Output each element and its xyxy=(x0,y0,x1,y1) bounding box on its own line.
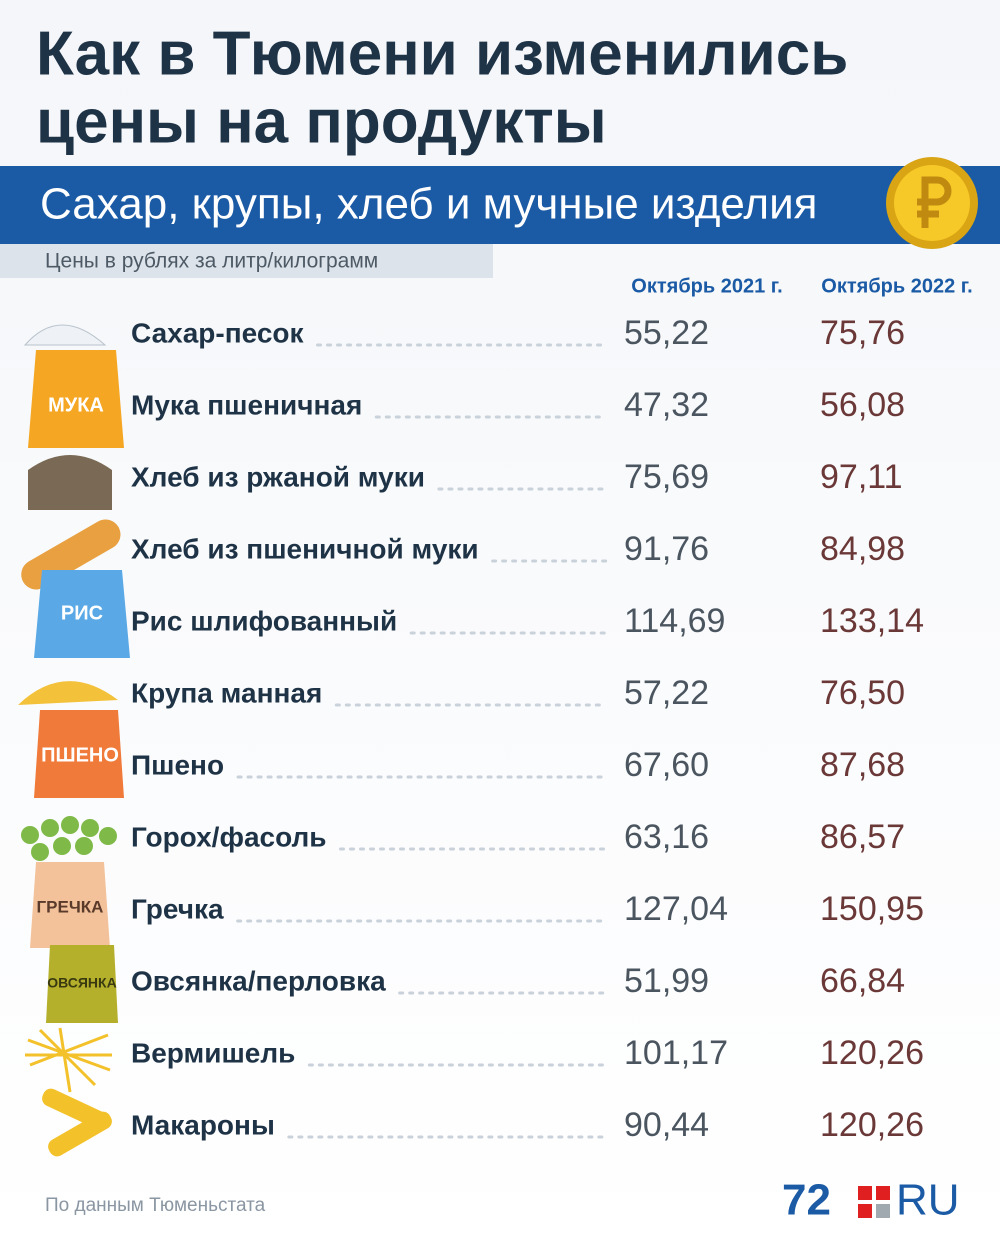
pasta xyxy=(42,1088,112,1157)
column-header: Октябрь 2022 г. xyxy=(821,275,972,297)
bag-label: МУКА xyxy=(48,394,104,416)
oats-bag xyxy=(46,945,118,1023)
price-2021: 90,44 xyxy=(624,1106,709,1144)
price-2022: 97,11 xyxy=(820,458,903,496)
note-band xyxy=(0,244,493,278)
price-2022: 86,57 xyxy=(820,818,905,856)
sugar-pile xyxy=(23,324,107,346)
buckwheat-bag xyxy=(30,862,110,948)
price-2022: 120,26 xyxy=(820,1106,924,1144)
price-2021: 63,16 xyxy=(624,818,709,856)
coin xyxy=(886,157,978,249)
millet-bag xyxy=(34,710,124,798)
price-2022: 133,14 xyxy=(820,602,924,640)
price-2021: 47,32 xyxy=(624,386,709,424)
table: Сахар-песок 55,22 75,76 Мука пшеничная 47,32… xyxy=(131,314,924,1144)
note: Цены в рублях за литр/килограмм xyxy=(45,250,378,273)
price-2022: 56,08 xyxy=(820,386,905,424)
source: По данным Тюменьстата xyxy=(45,1195,266,1216)
price-2022: 84,98 xyxy=(820,530,905,568)
row-name: Крупа манная xyxy=(131,677,322,708)
row-name: Хлеб из ржаной муки xyxy=(131,461,425,492)
price-2022: 66,84 xyxy=(820,962,905,1000)
logo-number: 72 xyxy=(782,1176,831,1225)
logo-text: RU xyxy=(896,1176,960,1225)
title-line: Как в Тюмени изменились xyxy=(36,19,848,88)
bag-label: ГРЕЧКА xyxy=(37,897,104,916)
title-line: цены на продукты xyxy=(36,87,607,156)
row-name: Сахар-песок xyxy=(131,317,304,348)
flour-bag xyxy=(28,350,124,448)
rye-bread xyxy=(28,455,112,510)
price-2021: 55,22 xyxy=(624,314,709,352)
row-name: Рис шлифованный xyxy=(131,605,397,636)
price-2021: 75,69 xyxy=(624,458,709,496)
price-2021: 67,60 xyxy=(624,746,709,784)
row-name: Мука пшеничная xyxy=(131,389,362,420)
row-name: Макароны xyxy=(131,1109,275,1140)
row-name: Горох/фасоль xyxy=(131,821,327,852)
icons: МУКА РИС ПШЕНО ГРЕЧКА ОВСЯНКА xyxy=(18,324,130,1157)
price-2021: 57,22 xyxy=(624,674,709,712)
subtitle-band xyxy=(0,166,1000,244)
logo-squares xyxy=(858,1186,890,1218)
rice-bag xyxy=(34,570,130,658)
price-2022: 87,68 xyxy=(820,746,905,784)
price-2022: 120,26 xyxy=(820,1034,924,1072)
price-2022: 76,50 xyxy=(820,674,905,712)
price-2021: 127,04 xyxy=(624,890,728,928)
row-name: Гречка xyxy=(131,893,224,924)
column-header: Октябрь 2021 г. xyxy=(631,275,782,297)
row-name: Хлеб из пшеничной муки xyxy=(131,533,479,564)
price-2021: 114,69 xyxy=(624,602,725,640)
price-2022: 150,95 xyxy=(820,890,924,928)
row-name: Вермишель xyxy=(131,1037,295,1068)
vermicelli xyxy=(25,1027,112,1093)
price-2022: 75,76 xyxy=(820,314,905,352)
bag-label: ПШЕНО xyxy=(41,744,119,766)
row-name: Овсянка/перловка xyxy=(131,965,386,996)
bag-label: ОВСЯНКА xyxy=(47,975,116,991)
price-2021: 101,17 xyxy=(624,1034,728,1072)
price-2021: 91,76 xyxy=(624,530,709,568)
subtitle: Сахар, крупы, хлеб и мучные изделия xyxy=(40,180,817,229)
peas xyxy=(21,816,117,861)
price-2021: 51,99 xyxy=(624,962,709,1000)
semolina-pile xyxy=(18,681,118,705)
row-name: Пшено xyxy=(131,749,224,780)
bag-label: РИС xyxy=(61,602,103,624)
